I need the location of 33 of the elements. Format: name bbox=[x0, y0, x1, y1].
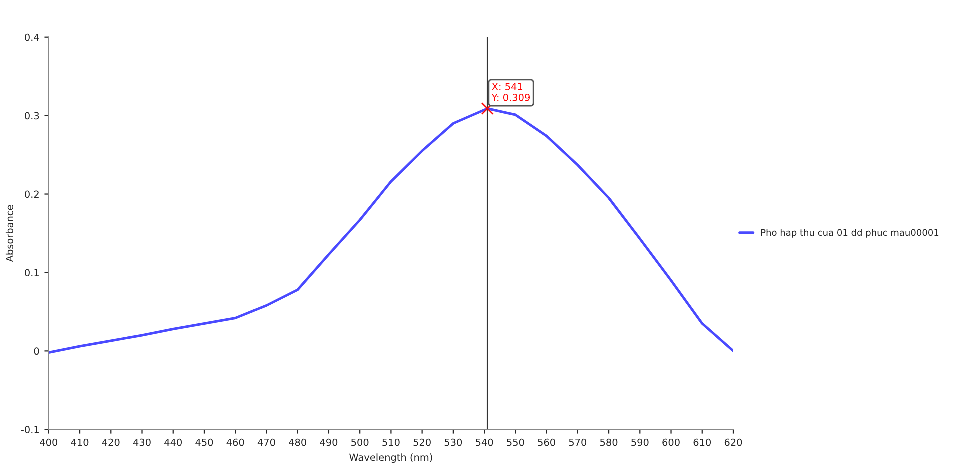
y-axis-title: Absorbance bbox=[6, 205, 14, 262]
x-tick-label: 460 bbox=[226, 438, 244, 446]
y-tick-label: 0.2 bbox=[25, 190, 39, 198]
y-tick-label: 0 bbox=[34, 348, 40, 356]
x-tick-label: 480 bbox=[289, 438, 306, 446]
x-tick-label: 540 bbox=[476, 438, 494, 446]
x-tick-label: 610 bbox=[694, 438, 712, 446]
annotation: X: 541 Y: 0.309 bbox=[492, 83, 530, 102]
x-tick-label: 570 bbox=[569, 438, 587, 446]
x-tick-label: 550 bbox=[507, 438, 524, 446]
x-tick-label: 590 bbox=[632, 438, 649, 446]
x-tick-label: 520 bbox=[414, 438, 431, 446]
x-tick-label: 450 bbox=[196, 438, 214, 446]
x-tick-label: 580 bbox=[600, 438, 618, 446]
legend-label: Pho hap thu cua 01 dd phuc mau00001 bbox=[761, 229, 939, 238]
x-tick-label: 600 bbox=[662, 438, 680, 446]
x-tick-label: 400 bbox=[40, 438, 58, 446]
x-tick-label: 490 bbox=[320, 438, 338, 446]
y-tick-label: 0.4 bbox=[25, 34, 40, 42]
x-tick-label: 410 bbox=[71, 438, 89, 446]
y-tick-label: 0.1 bbox=[25, 269, 39, 277]
x-tick-label: 560 bbox=[538, 438, 556, 446]
x-tick-label: 440 bbox=[164, 438, 182, 446]
y-tick-label: -0.1 bbox=[21, 426, 39, 434]
x-tick-label: 420 bbox=[102, 438, 120, 446]
y-tick-label: 0.3 bbox=[25, 112, 40, 120]
x-tick-label: 430 bbox=[133, 438, 151, 446]
x-tick-label: 470 bbox=[258, 438, 276, 446]
x-tick-label: 510 bbox=[382, 438, 400, 446]
x-tick-label: 500 bbox=[352, 438, 369, 446]
x-tick-label: 530 bbox=[444, 438, 462, 446]
x-axis-title: Wavelength (nm) bbox=[350, 454, 432, 464]
x-tick-label: 620 bbox=[724, 438, 742, 446]
